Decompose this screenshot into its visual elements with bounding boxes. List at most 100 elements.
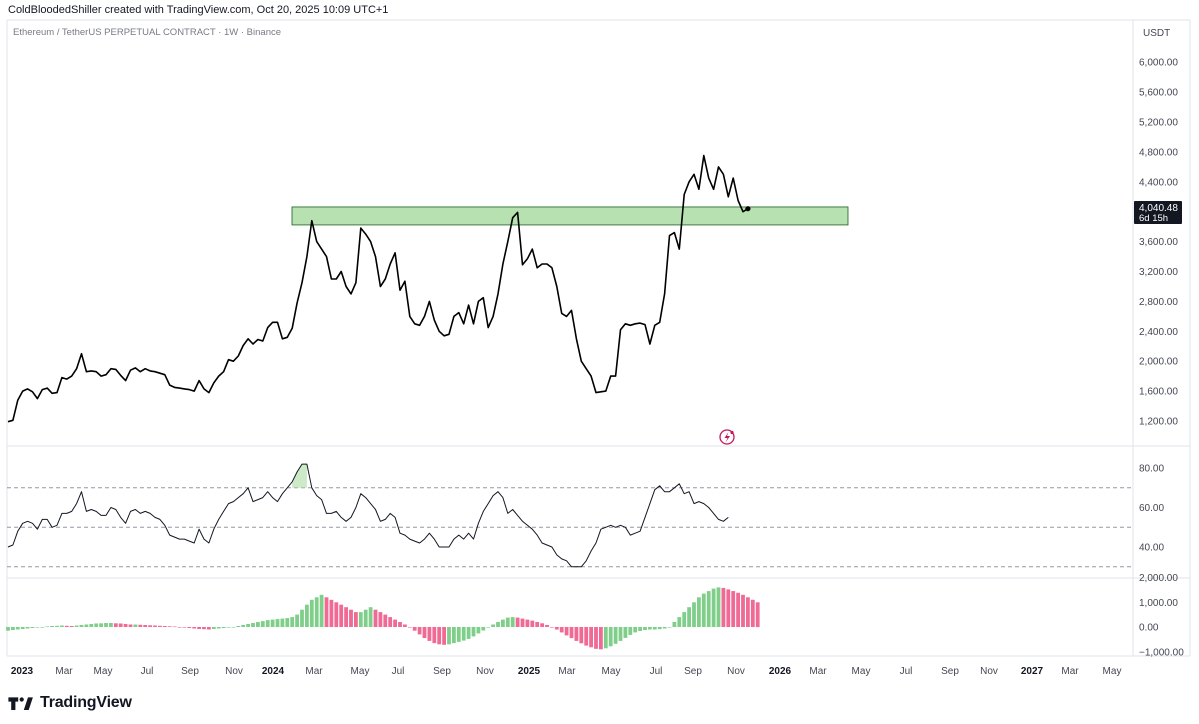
hist-bar xyxy=(746,597,750,627)
flash-icon-ring xyxy=(719,429,735,445)
resistance-zone[interactable] xyxy=(291,206,849,226)
time-axis-label: Nov xyxy=(225,666,243,677)
hist-bar xyxy=(11,627,15,630)
footer-brand: TradingView xyxy=(8,692,132,714)
hist-bar xyxy=(559,627,564,633)
hist-bar xyxy=(246,624,250,627)
hist-bar xyxy=(207,627,211,630)
time-axis-label: Mar xyxy=(55,666,73,677)
hist-bar xyxy=(344,607,348,627)
hist-bar xyxy=(354,612,358,627)
rsi-tick-label: 80.00 xyxy=(1139,464,1164,475)
hist-bar xyxy=(550,627,554,628)
hist-bar xyxy=(628,627,633,635)
hist-bar xyxy=(319,594,324,627)
hist-bar xyxy=(701,593,706,627)
rsi-axis-ticks: 80.00 60.00 40.00 xyxy=(1139,464,1164,554)
hist-bar xyxy=(104,623,108,627)
hist-bar xyxy=(569,627,574,639)
hist-bar xyxy=(388,617,393,627)
price-line[interactable] xyxy=(7,154,749,423)
time-axis-label: Mar xyxy=(558,666,576,677)
hist-bar xyxy=(648,627,652,630)
hist-bar xyxy=(280,618,285,627)
hist-bar xyxy=(60,625,64,627)
attribution-text: ColdBloodedShiller created with TradingV… xyxy=(8,4,389,16)
hist-bar xyxy=(109,623,113,627)
hist-bar xyxy=(373,609,378,627)
price-tick-label: 1,200.00 xyxy=(1139,417,1178,428)
hist-bar xyxy=(633,627,638,633)
time-axis-label: May xyxy=(1103,666,1122,677)
hist-tick-label: 0.00 xyxy=(1139,623,1159,634)
time-axis-label: May xyxy=(351,666,370,677)
time-axis-label: 2026 xyxy=(769,666,792,677)
hist-tick-label: 2,000.00 xyxy=(1139,573,1178,584)
hist-bar xyxy=(172,626,177,628)
hist-bar xyxy=(452,627,456,644)
hist-bar xyxy=(535,622,540,627)
price-tick-label: 5,200.00 xyxy=(1139,118,1178,129)
hist-bar xyxy=(251,623,255,627)
price-tick-label: 6,000.00 xyxy=(1139,58,1178,69)
hist-bar xyxy=(589,627,593,648)
hist-bar xyxy=(726,589,731,627)
hist-bar xyxy=(437,627,442,645)
hist-bar xyxy=(540,623,544,627)
hist-bar xyxy=(505,617,510,627)
hist-bar xyxy=(657,627,662,630)
price-tick-label: 2,800.00 xyxy=(1139,297,1178,308)
hist-bar xyxy=(755,602,760,628)
hist-bar xyxy=(530,620,535,627)
hist-bar xyxy=(84,624,89,627)
hist-bar xyxy=(481,627,486,631)
flash-icon-bolt xyxy=(724,432,730,443)
hist-bar xyxy=(564,627,569,636)
time-axis-label: Jul xyxy=(141,666,154,677)
hist-bar xyxy=(25,627,30,629)
hist-bar xyxy=(618,627,623,641)
hist-bar xyxy=(290,617,295,627)
hist-bar xyxy=(721,587,726,627)
hist-bar xyxy=(427,627,432,641)
rsi-tick-label: 40.00 xyxy=(1139,543,1164,554)
hist-bar xyxy=(69,626,74,627)
hist-bar xyxy=(148,625,152,627)
tradingview-logo-icon xyxy=(8,697,33,710)
hist-bar xyxy=(177,627,182,628)
price-tick-label: 2,400.00 xyxy=(1139,327,1178,338)
hist-bar xyxy=(706,591,711,627)
hist-bar xyxy=(118,623,123,627)
price-tick-label: 3,200.00 xyxy=(1139,267,1178,278)
hist-bar xyxy=(216,627,221,629)
price-tick-label: 2,000.00 xyxy=(1139,357,1178,368)
hist-bar xyxy=(123,624,128,627)
hist-bar xyxy=(270,619,275,627)
hist-bar xyxy=(412,627,417,631)
price-tick-label: 3,600.00 xyxy=(1139,237,1178,248)
hist-bar xyxy=(407,627,412,628)
rsi-line[interactable] xyxy=(7,463,729,568)
hist-bar xyxy=(241,625,246,627)
hist-bar xyxy=(113,623,118,627)
hist-bar xyxy=(711,588,716,627)
last-price-dot xyxy=(745,206,751,212)
tradingview-brand: TradingView xyxy=(40,694,132,711)
hist-bar xyxy=(638,627,642,631)
time-axis-label: Mar xyxy=(305,666,323,677)
hist-bar xyxy=(128,624,133,627)
hist-bar xyxy=(682,612,687,627)
hist-bar xyxy=(20,627,25,629)
time-axis-label: Jul xyxy=(650,666,663,677)
hist-bar xyxy=(143,625,148,627)
flash-icon[interactable] xyxy=(719,429,735,445)
rsi-layer xyxy=(7,463,1133,568)
hist-bar xyxy=(349,609,353,627)
hist-bar xyxy=(6,627,10,631)
hist-bar xyxy=(55,625,59,627)
time-axis-labels: 2023 Mar May Jul Sep Nov 2024 Mar May Jul Sep Nov 20… xyxy=(11,666,1122,677)
hist-bar xyxy=(202,627,206,630)
price-badge-bg xyxy=(1134,201,1182,224)
panel-separators xyxy=(6,19,1191,657)
